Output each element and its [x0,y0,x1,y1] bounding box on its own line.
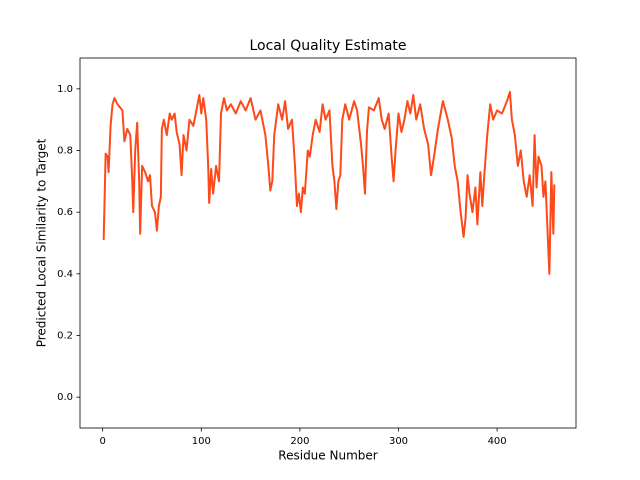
x-axis-label: Residue Number [278,449,377,463]
x-tick-label: 400 [488,436,507,447]
y-tick-label: 1.0 [57,84,73,95]
y-tick-label: 0.0 [57,392,73,403]
data-line [102,90,556,275]
x-tick-label: 300 [389,436,408,447]
chart-title: Local Quality Estimate [249,38,406,54]
x-tick-label: 100 [192,436,211,447]
y-axis-label: Predicted Local Similarity to Target [35,138,49,347]
x-tick-label: 200 [290,436,309,447]
y-tick-label: 0.4 [57,269,73,280]
x-tick-label: 0 [99,436,105,447]
y-tick-label: 0.8 [57,146,73,157]
y-tick-label: 0.2 [57,331,73,342]
y-tick-label: 0.6 [57,207,73,218]
plot-frame [79,57,577,429]
